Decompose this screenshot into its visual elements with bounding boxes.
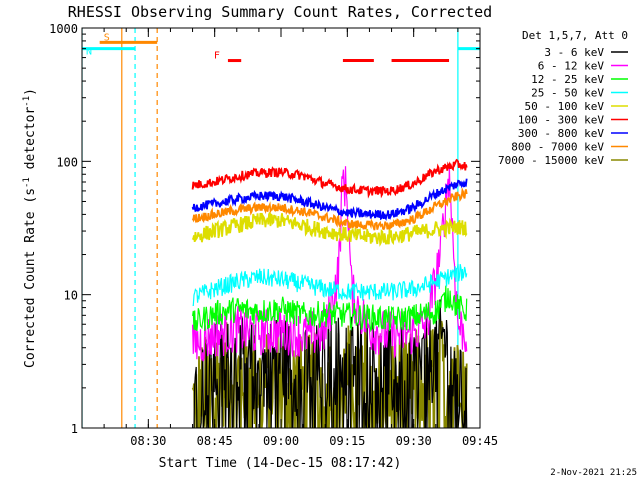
legend-label-3: 25 - 50 keV — [531, 87, 604, 100]
x-tick-label-2: 09:00 — [263, 434, 299, 448]
flag-label-S: S — [104, 32, 110, 43]
x-tick-label-4: 09:30 — [396, 434, 432, 448]
series-line-0 — [192, 299, 468, 428]
legend-label-6: 300 - 800 keV — [518, 127, 604, 140]
legend-label-8: 7000 - 15000 keV — [498, 154, 604, 167]
series-line-7 — [191, 187, 468, 231]
y-tick-label-1: 10 — [64, 289, 78, 303]
series-line-4 — [191, 212, 468, 247]
x-tick-label-3: 09:15 — [329, 434, 365, 448]
y-tick-label-2: 100 — [56, 155, 78, 169]
flag-label-N: N — [86, 47, 92, 58]
legend-header: Det 1,5,7, Att 0 — [522, 29, 628, 42]
x-tick-label-1: 08:45 — [197, 434, 233, 448]
flag-label-F: F — [214, 51, 220, 62]
chart-title: RHESSI Observing Summary Count Rates, Co… — [68, 3, 492, 21]
x-axis-label: Start Time (14-Dec-15 08:17:42) — [159, 456, 402, 471]
series-line-3 — [192, 263, 468, 306]
plot-area: S N F — [82, 28, 480, 428]
y-tick-label-0: 1 — [71, 422, 78, 436]
legend-label-7: 800 - 7000 keV — [511, 141, 604, 154]
legend-label-0: 3 - 6 keV — [544, 46, 604, 59]
legend-label-2: 12 - 25 keV — [531, 73, 604, 86]
series-line-6 — [191, 178, 468, 221]
legend-label-1: 6 - 12 keV — [538, 60, 605, 73]
series-line-5 — [191, 158, 468, 199]
y-tick-label-3: 1000 — [49, 22, 78, 36]
series-layer: S N F — [82, 28, 480, 428]
x-tick-label-0: 08:30 — [130, 434, 166, 448]
series-line-1 — [192, 166, 468, 362]
series-line-2 — [192, 285, 468, 333]
legend-label-4: 50 - 100 keV — [525, 100, 605, 113]
y-axis-label: Corrected Count Rate (s-1 detector-1) — [22, 88, 38, 368]
axes: 1 10 100 1000 08:30 08:45 09:00 09:15 09:30 09:45 — [49, 22, 498, 448]
x-tick-label-5: 09:45 — [462, 434, 498, 448]
timestamp: 2-Nov-2021 21:25 — [550, 468, 637, 478]
legend-label-5: 100 - 300 keV — [518, 114, 604, 127]
